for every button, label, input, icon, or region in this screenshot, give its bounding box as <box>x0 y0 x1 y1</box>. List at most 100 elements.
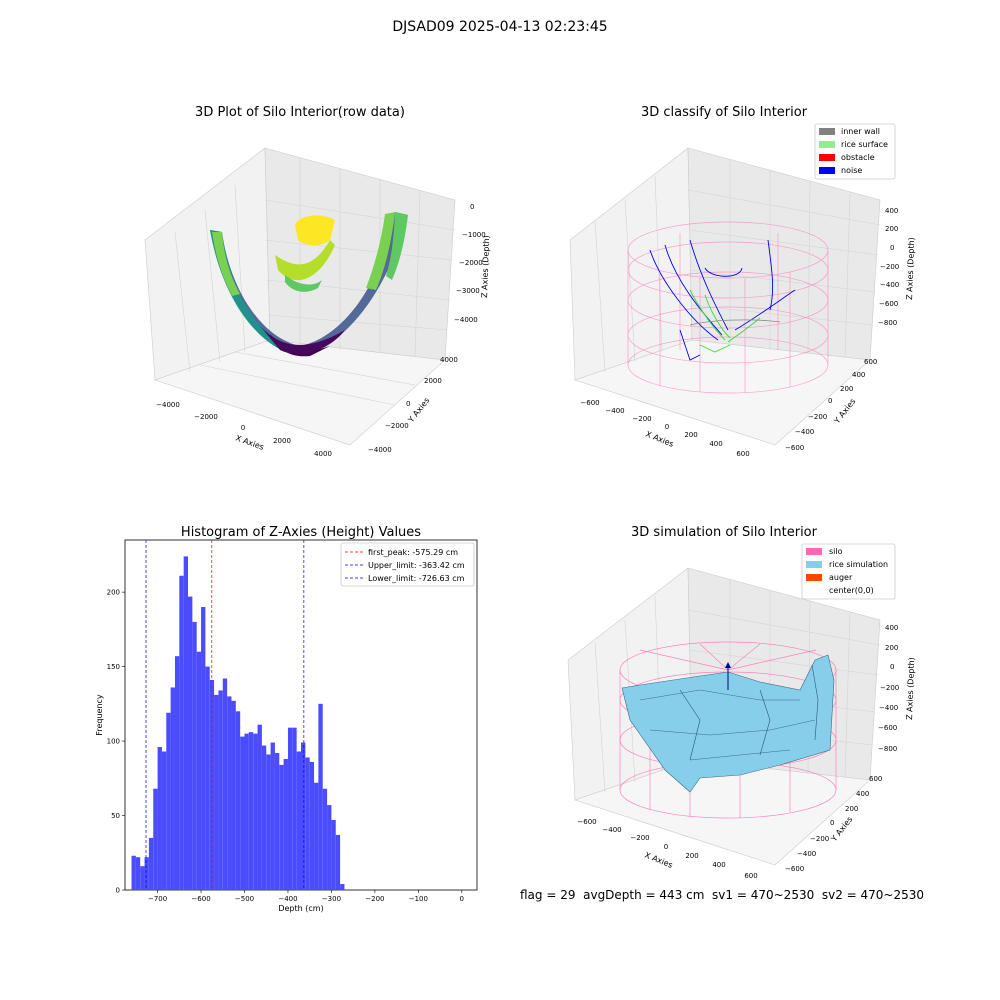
raw-ytick: 4000 <box>440 356 458 364</box>
classify-silo-wireframe <box>627 221 829 394</box>
histogram-bar <box>292 727 297 890</box>
classify-ztick: 200 <box>885 225 898 233</box>
histogram-bar <box>205 666 210 890</box>
histogram-bar <box>318 703 323 890</box>
legend-label-center: center(0,0) <box>829 586 874 595</box>
histogram-bar <box>279 764 284 890</box>
classify-ztick: −600 <box>879 300 898 308</box>
histogram-bar <box>244 733 249 890</box>
panel-title-raw: 3D Plot of Silo Interior(row data) <box>195 105 405 120</box>
raw-ztick: −2000 <box>459 259 483 267</box>
raw-surface <box>210 212 408 357</box>
legend-label-rice-surface: rice surface <box>841 140 888 149</box>
legend-label-auger: auger <box>829 573 853 582</box>
classify-xtick: 400 <box>709 440 722 448</box>
sim-ztick: 200 <box>885 644 898 652</box>
histogram-bar <box>340 884 345 890</box>
classify-xtick: 0 <box>665 423 669 431</box>
legend-swatch-rice-simulation <box>806 561 822 568</box>
classify-xtick: 600 <box>736 450 749 458</box>
raw-grid <box>174 158 456 406</box>
raw-ytick: −2000 <box>385 422 409 430</box>
classify-ztick: −400 <box>880 281 899 289</box>
raw-floor-pane <box>154 339 446 446</box>
panel-title-simulation: 3D simulation of Silo Interior <box>631 525 818 540</box>
histogram-bar <box>309 761 315 890</box>
classify-xtick: −200 <box>632 415 651 423</box>
histogram-bar <box>331 820 336 890</box>
classify-ytick: −600 <box>785 444 804 452</box>
raw-xlabel: X Axies <box>234 433 265 452</box>
raw-inner-points <box>275 215 335 292</box>
histogram-bar <box>166 712 171 890</box>
histogram-bar <box>174 656 180 890</box>
sim-ztick: 0 <box>890 663 894 671</box>
histogram-bar <box>214 694 219 890</box>
histogram-bar <box>240 736 245 890</box>
histogram-bar <box>235 711 241 890</box>
histogram-xtick-label: −600 <box>191 895 210 903</box>
histogram-bar <box>322 788 328 890</box>
sim-ytick: 0 <box>830 819 834 827</box>
legend-label-first-peak: first_peak: -575.29 cm <box>368 548 458 557</box>
raw-xtick: 4000 <box>314 450 332 458</box>
sim-ztick: −400 <box>879 704 898 712</box>
classify-noise-points <box>649 239 796 361</box>
sim-ytick: 600 <box>869 775 882 783</box>
sim-xtick: −600 <box>577 818 596 826</box>
histogram-bar <box>218 690 223 890</box>
legend-swatch-auger <box>806 574 822 581</box>
classify-xtick: −600 <box>580 399 599 407</box>
sim-xtick: 0 <box>664 843 668 851</box>
classify-back-pane-right <box>687 147 881 361</box>
sim-xtick: −400 <box>602 826 621 834</box>
panel-raw-data: 3D Plot of Silo Interior(row data) <box>144 105 491 458</box>
raw-xtick: 2000 <box>273 437 291 445</box>
histogram-bar <box>266 754 271 890</box>
raw-zlabel: Z Axies (Depth) <box>480 235 491 298</box>
histogram-bar <box>140 866 145 890</box>
raw-ztick: 0 <box>470 203 474 211</box>
histogram-bar <box>335 834 341 890</box>
histogram-bar <box>144 857 149 890</box>
histogram-vlines <box>145 540 305 890</box>
histogram-bar <box>170 687 175 890</box>
histogram-bar <box>305 757 310 890</box>
legend-swatch-rice-surface <box>819 141 835 148</box>
histogram-legend: first_peak: -575.29 cm Upper_limit: -363… <box>340 542 475 587</box>
histogram-bar <box>283 758 288 890</box>
raw-xtick: −2000 <box>194 413 218 421</box>
figure-suptitle: DJSAD09 2025-04-13 02:23:45 <box>392 19 607 35</box>
raw-ytick: 0 <box>406 400 410 408</box>
sim-ytick: 200 <box>845 805 858 813</box>
classify-ytick: 200 <box>840 385 853 393</box>
classify-grid <box>594 160 881 373</box>
raw-back-pane-left <box>144 147 271 381</box>
raw-xtick: 0 <box>241 424 245 432</box>
histogram-xtick-label: −300 <box>322 895 341 903</box>
legend-label-noise: noise <box>841 166 862 175</box>
histogram-bar <box>227 696 232 890</box>
histogram-bar <box>196 651 202 890</box>
classify-ytick: 0 <box>828 397 832 405</box>
classify-ztick: 400 <box>885 207 898 215</box>
sim-xtick: 400 <box>712 861 725 869</box>
classify-ylabel: Y Axies <box>832 397 858 426</box>
legend-label-silo: silo <box>829 547 843 556</box>
histogram-bar <box>261 745 267 890</box>
histogram-bar <box>157 747 162 890</box>
classify-wall-points <box>689 319 781 326</box>
histogram-xtick-label: −400 <box>278 895 297 903</box>
sim-ytick: −200 <box>810 835 829 843</box>
sim-xtick: 200 <box>685 852 698 860</box>
histogram-ytick-label: 150 <box>107 663 120 671</box>
histogram-bar <box>131 855 136 890</box>
sim-ytick: 400 <box>856 790 869 798</box>
sim-ztick: −600 <box>878 724 897 732</box>
classify-xtick: −400 <box>605 407 624 415</box>
histogram-bar <box>270 742 275 890</box>
sim-floor-pane <box>574 759 871 866</box>
histogram-xtick-label: −700 <box>148 895 167 903</box>
histogram-xtick-label: −100 <box>409 895 428 903</box>
